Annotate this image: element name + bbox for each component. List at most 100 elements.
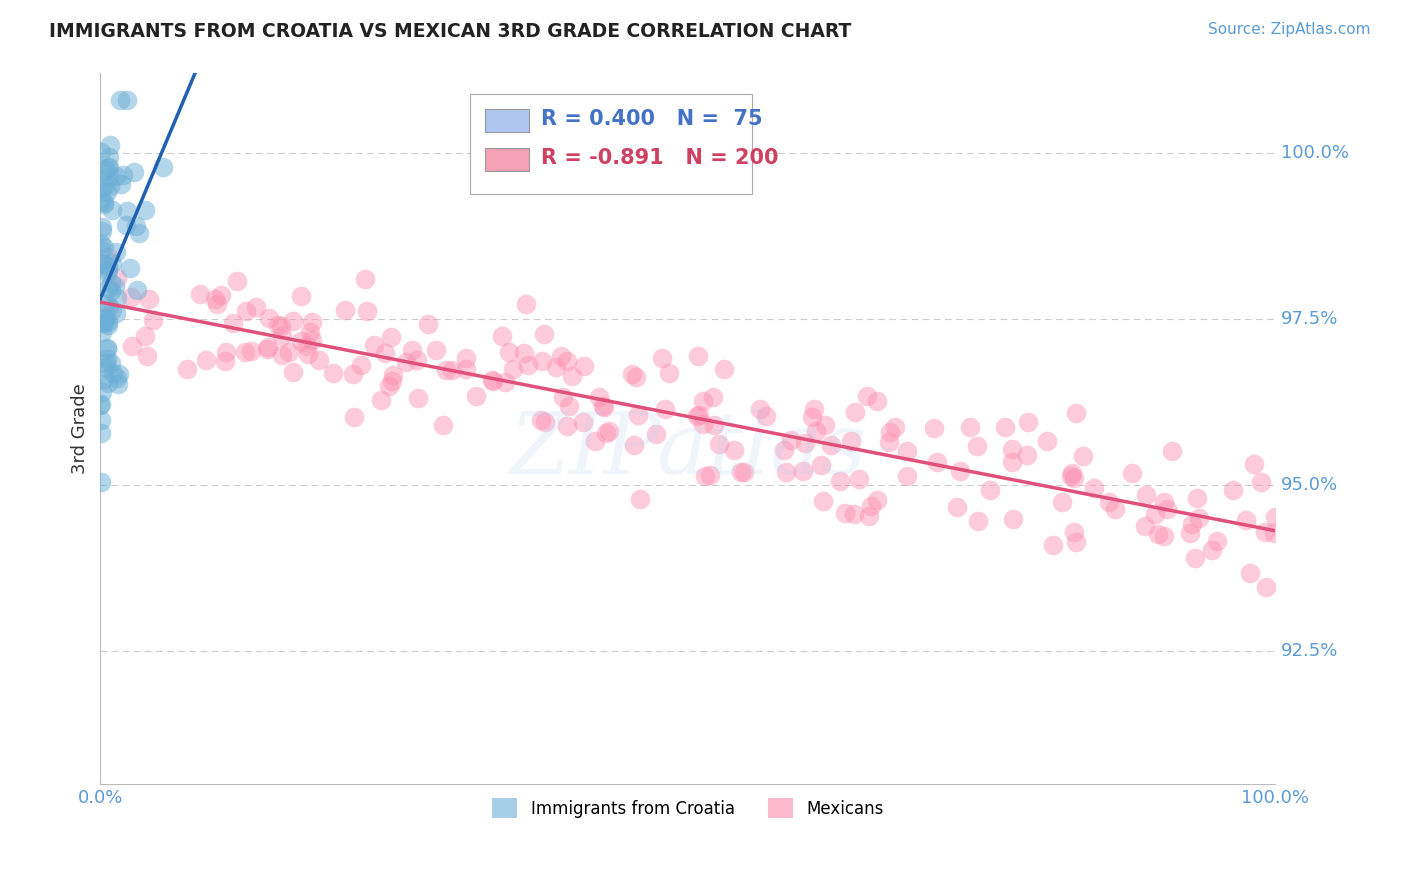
Text: ZIPatlas: ZIPatlas	[509, 409, 866, 491]
Point	[295, 339, 318, 353]
Point	[91, 384, 114, 399]
Point	[1135, 488, 1157, 502]
Point	[283, 313, 305, 327]
Point	[107, 371, 129, 385]
Point	[121, 339, 143, 353]
Point	[844, 405, 866, 419]
Point	[91, 224, 114, 238]
Point	[749, 402, 772, 417]
Point	[257, 340, 280, 354]
Y-axis label: 3rd Grade: 3rd Grade	[72, 383, 89, 474]
Point	[91, 317, 114, 331]
Point	[1063, 471, 1085, 485]
Point	[195, 352, 218, 367]
Point	[96, 163, 118, 178]
Point	[592, 399, 614, 413]
Point	[401, 343, 423, 358]
Point	[122, 165, 145, 179]
Point	[270, 318, 292, 333]
FancyBboxPatch shape	[471, 95, 752, 194]
Point	[100, 356, 122, 370]
Point	[1206, 533, 1229, 548]
Point	[215, 345, 238, 359]
Point	[775, 465, 797, 479]
Point	[1254, 525, 1277, 540]
Point	[101, 256, 124, 270]
Point	[1147, 527, 1170, 541]
Point	[1143, 507, 1166, 521]
Point	[257, 310, 280, 325]
Point	[281, 365, 304, 379]
Point	[93, 194, 115, 209]
Point	[90, 237, 112, 252]
Point	[299, 326, 322, 340]
Point	[465, 389, 488, 403]
Point	[730, 465, 752, 479]
Point	[949, 464, 972, 478]
Point	[93, 240, 115, 254]
Point	[96, 185, 118, 199]
Point	[588, 390, 610, 404]
Point	[1256, 580, 1278, 594]
Point	[97, 263, 120, 277]
Point	[342, 367, 364, 381]
Point	[96, 341, 118, 355]
Point	[1017, 415, 1039, 429]
Point	[530, 412, 553, 426]
Point	[498, 345, 520, 359]
Point	[110, 177, 132, 191]
Point	[97, 281, 120, 295]
Point	[595, 426, 617, 441]
Point	[134, 329, 156, 343]
Point	[1201, 542, 1223, 557]
Point	[343, 409, 366, 424]
Point	[922, 420, 945, 434]
Point	[531, 353, 554, 368]
Point	[979, 483, 1001, 497]
Point	[97, 259, 120, 273]
Point	[546, 359, 568, 374]
Point	[240, 343, 263, 358]
FancyBboxPatch shape	[485, 148, 529, 171]
Point	[335, 303, 357, 318]
Point	[91, 256, 114, 270]
Point	[561, 369, 583, 384]
Point	[896, 468, 918, 483]
Text: 95.0%: 95.0%	[1281, 475, 1339, 494]
Point	[513, 346, 536, 360]
Point	[848, 472, 870, 486]
Text: Source: ZipAtlas.com: Source: ZipAtlas.com	[1208, 22, 1371, 37]
Point	[118, 260, 141, 275]
Point	[105, 291, 128, 305]
Point	[1184, 550, 1206, 565]
Point	[550, 349, 572, 363]
Point	[100, 277, 122, 291]
Point	[96, 343, 118, 357]
Point	[98, 149, 121, 163]
Point	[90, 425, 112, 440]
Point	[354, 272, 377, 286]
Point	[370, 393, 392, 408]
Point	[481, 374, 503, 388]
Point	[188, 287, 211, 301]
Point	[322, 366, 344, 380]
Point	[90, 194, 112, 209]
Point	[1015, 448, 1038, 462]
Point	[491, 328, 513, 343]
Point	[98, 178, 121, 193]
Point	[94, 178, 117, 193]
Point	[432, 418, 454, 433]
Point	[128, 226, 150, 240]
Point	[755, 409, 778, 423]
Point	[1181, 517, 1204, 532]
Point	[90, 313, 112, 327]
Point	[103, 366, 125, 380]
Point	[1121, 466, 1143, 480]
Point	[877, 435, 900, 450]
Point	[271, 348, 294, 362]
Point	[96, 265, 118, 279]
Point	[572, 415, 595, 429]
Point	[1083, 481, 1105, 495]
Point	[93, 257, 115, 271]
Point	[866, 393, 889, 408]
